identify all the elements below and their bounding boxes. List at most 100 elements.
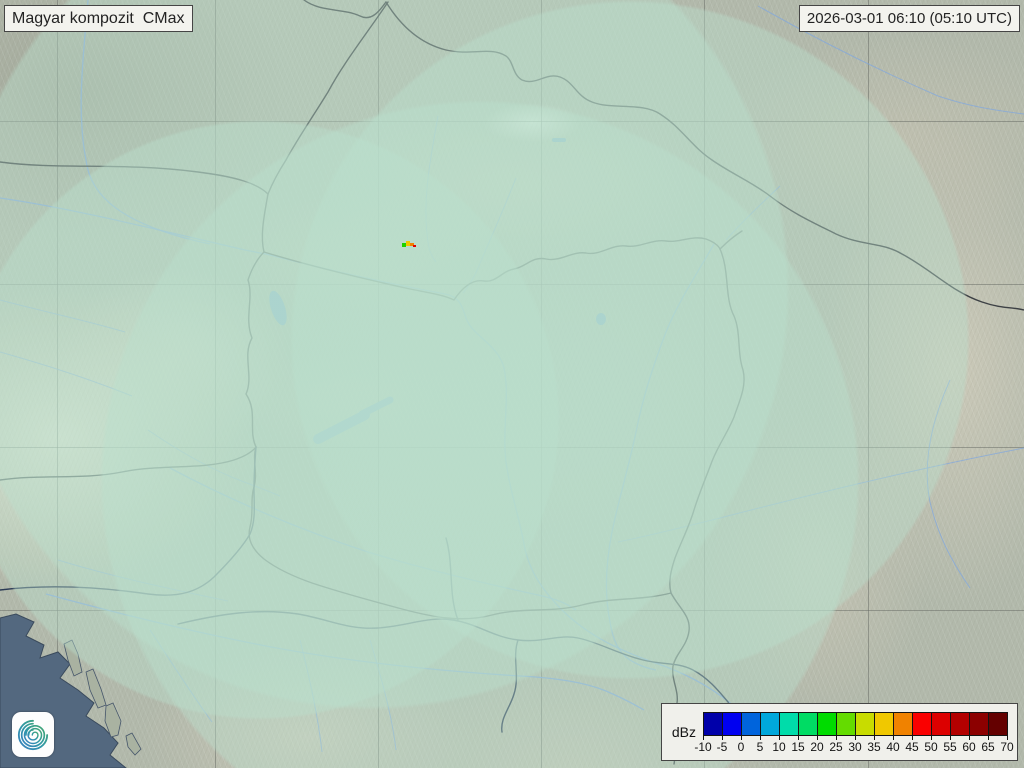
river-vah bbox=[425, 115, 439, 263]
graticule-meridian bbox=[541, 0, 542, 768]
lake-balaton-ne bbox=[358, 396, 394, 418]
legend-tick-label: 50 bbox=[924, 740, 938, 754]
river-east bbox=[926, 379, 971, 589]
legend-tick-label: 30 bbox=[848, 740, 862, 754]
legend-tickmark bbox=[722, 736, 723, 740]
legend-tickmark bbox=[950, 736, 951, 740]
lake-neusiedl bbox=[269, 290, 287, 326]
legend-tick-label: 0 bbox=[737, 740, 745, 754]
river-una bbox=[149, 629, 213, 723]
legend-bar-column: -10 -5 0 5 10 15 20 25 30 35 40 45 50 55 60 65 70 bbox=[694, 712, 1014, 755]
border-carpathian-ridge bbox=[385, 1, 1024, 311]
legend-ticks: -10 -5 0 5 10 15 20 25 30 35 40 45 50 55 60 65 70 bbox=[694, 736, 1014, 755]
border-si-hr bbox=[0, 446, 257, 596]
river-kupa bbox=[57, 559, 229, 602]
radar-echo-cell bbox=[406, 241, 410, 246]
radar-echo-cell bbox=[410, 243, 414, 246]
legend-tickmark bbox=[760, 736, 761, 740]
legend-color-cell bbox=[722, 712, 742, 736]
legend-tickmark bbox=[874, 736, 875, 740]
island bbox=[104, 702, 122, 738]
border-at-sk bbox=[261, 193, 269, 253]
border-hr-rs bbox=[445, 537, 459, 621]
river-bodrog bbox=[725, 185, 781, 241]
legend-color-cell bbox=[779, 712, 799, 736]
legend-color-cell bbox=[950, 712, 970, 736]
river-drava bbox=[169, 467, 577, 611]
dbz-legend-panel: dBz -10 -5 0 5 10 15 20 25 30 35 40 45 50 55 60 65 70 bbox=[660, 703, 1018, 761]
product-label: Magyar kompozit CMax bbox=[4, 5, 193, 32]
legend-tickmark bbox=[912, 736, 913, 740]
legend-color-cell bbox=[893, 712, 913, 736]
legend-tick-label: 65 bbox=[981, 740, 995, 754]
legend-color-cell bbox=[817, 712, 837, 736]
legend-color-cell bbox=[798, 712, 818, 736]
river-bosna2 bbox=[369, 639, 397, 751]
legend-tick-label: 70 bbox=[1000, 740, 1014, 754]
river-sava bbox=[45, 593, 645, 711]
border-hu-ro bbox=[669, 248, 745, 594]
legend-color-cell bbox=[855, 712, 875, 736]
legend-color-cell bbox=[874, 712, 894, 736]
border-hu-sk bbox=[263, 237, 721, 301]
legend-tickmark bbox=[798, 736, 799, 740]
graticule-meridian bbox=[868, 0, 869, 768]
radar-echo-cell bbox=[413, 245, 416, 247]
graticule-meridian bbox=[378, 0, 379, 768]
river-danube bbox=[265, 253, 753, 735]
graticule-meridian bbox=[57, 0, 58, 768]
graticule-parallel bbox=[0, 284, 1024, 285]
border-hu-ua bbox=[719, 230, 743, 250]
radar-echo-cell bbox=[402, 243, 406, 247]
border-at-si bbox=[0, 446, 257, 481]
legend-tickmark bbox=[988, 736, 989, 740]
legend-color-cell bbox=[760, 712, 780, 736]
lake-balaton bbox=[313, 410, 370, 444]
river-mura bbox=[147, 429, 281, 497]
legend-tickmark bbox=[969, 736, 970, 740]
spiral-icon bbox=[17, 719, 49, 750]
legend-tickmark bbox=[931, 736, 932, 740]
legend-color-cell bbox=[969, 712, 989, 736]
legend-color-cell bbox=[703, 712, 723, 736]
legend-tickmark bbox=[893, 736, 894, 740]
legend-tick-label: 15 bbox=[791, 740, 805, 754]
river-morava bbox=[80, 0, 211, 245]
legend-colorbar bbox=[703, 712, 1008, 736]
border-hu-at bbox=[245, 251, 265, 448]
legend-tickmark bbox=[703, 736, 704, 740]
legend-unit-label: dBz bbox=[671, 724, 696, 740]
legend-tick-label: 60 bbox=[962, 740, 976, 754]
river-tisza bbox=[605, 243, 715, 671]
legend-color-cell bbox=[988, 712, 1008, 736]
legend-tick-label: -5 bbox=[716, 740, 728, 754]
river-alpine2 bbox=[0, 351, 133, 397]
graticule-parallel bbox=[0, 610, 1024, 611]
graticule-meridian bbox=[704, 0, 705, 768]
legend-tick-label: 40 bbox=[886, 740, 900, 754]
river-alpine1 bbox=[0, 299, 126, 333]
river-danube-upper bbox=[0, 197, 267, 255]
legend-tickmark bbox=[817, 736, 818, 740]
legend-tickmark bbox=[779, 736, 780, 740]
legend-tickmark bbox=[1007, 736, 1008, 740]
border-cz-sk bbox=[267, 1, 389, 195]
legend-tickmark bbox=[741, 736, 742, 740]
timestamp-label: 2026-03-01 06:10 (05:10 UTC) bbox=[798, 5, 1020, 32]
legend-tick-label: 55 bbox=[943, 740, 957, 754]
legend-color-cell bbox=[741, 712, 761, 736]
met-service-logo bbox=[12, 712, 54, 757]
graticule-parallel bbox=[0, 447, 1024, 448]
legend-tick-label: 25 bbox=[829, 740, 843, 754]
legend-tickmark bbox=[836, 736, 837, 740]
lake-tisza bbox=[596, 313, 606, 325]
river-hron bbox=[462, 177, 517, 294]
river-bosna bbox=[299, 639, 323, 753]
border-hu-south bbox=[248, 446, 672, 620]
legend-color-cell bbox=[931, 712, 951, 736]
legend-tick-label: 20 bbox=[810, 740, 824, 754]
